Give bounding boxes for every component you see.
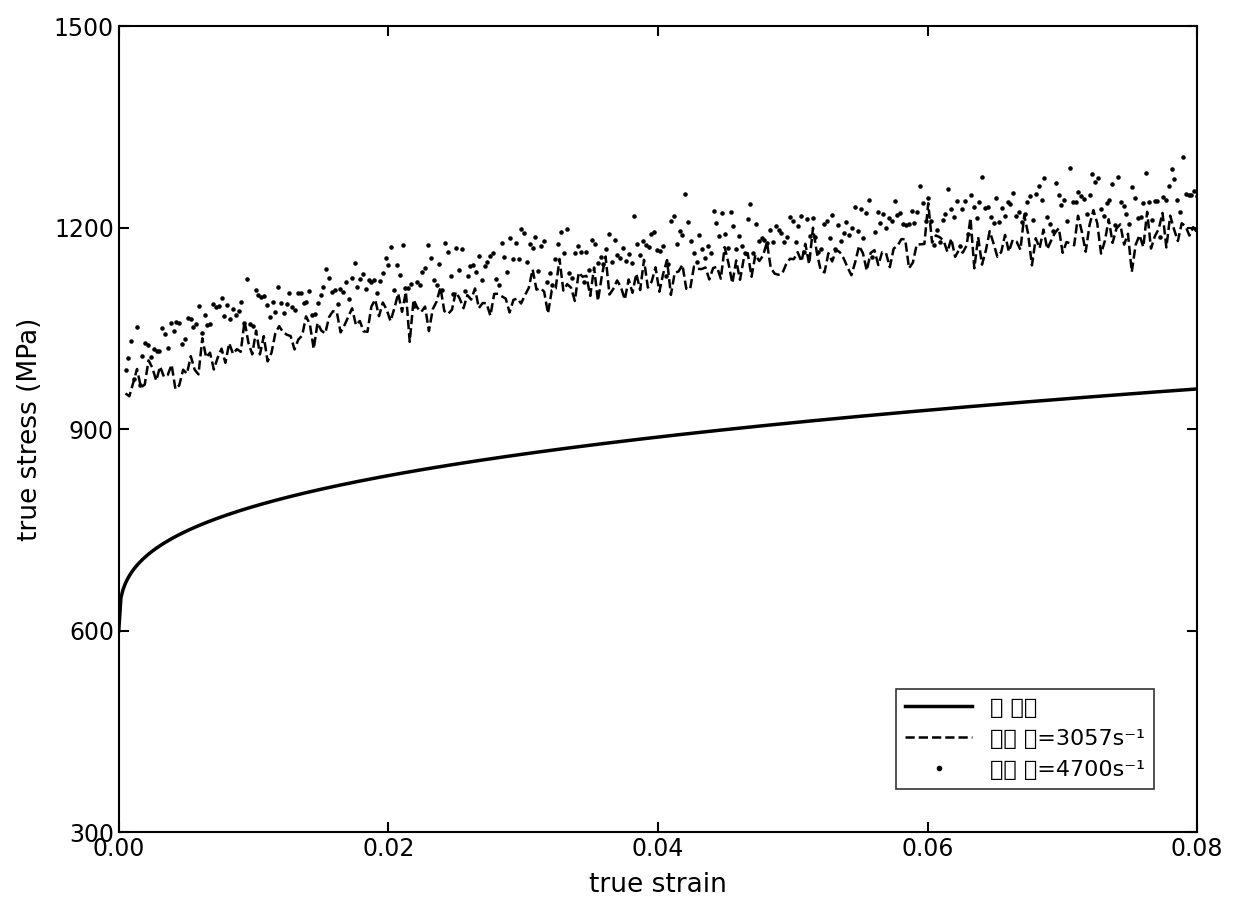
应变 率=3057s [782, 253, 797, 264]
应变 率=4700s [1176, 152, 1190, 163]
应变 率=4700s [599, 243, 614, 254]
应变 率=3057s [122, 391, 136, 402]
准 静态 [1189, 383, 1204, 394]
准 静态 [996, 398, 1011, 409]
应变 率=4700s [941, 184, 956, 195]
应变 率=3057s [636, 254, 651, 265]
应变 率=4700s [314, 290, 329, 301]
应变 率=3057s [118, 388, 133, 399]
应变 率=4700s [1189, 190, 1204, 201]
应变 率=4700s [133, 379, 148, 390]
准 静态 [624, 435, 639, 446]
准 静态 [1163, 385, 1178, 396]
Legend: 准 静态, 应变 率=3057s⁻¹, 应变 率=4700s⁻¹: 准 静态, 应变 率=3057s⁻¹, 应变 率=4700s⁻¹ [897, 689, 1153, 789]
应变 率=3057s [286, 344, 301, 355]
应变 率=3057s [921, 198, 936, 209]
准 静态 [694, 426, 709, 437]
应变 率=4700s [758, 234, 773, 245]
应变 率=3057s [1189, 227, 1204, 238]
应变 率=3057s [733, 274, 748, 285]
准 静态 [112, 625, 126, 636]
应变 率=3057s [1009, 236, 1024, 247]
Y-axis label: true stress (MPa): true stress (MPa) [16, 318, 42, 541]
Line: 应变 率=3057s: 应变 率=3057s [125, 203, 1197, 396]
应变 率=4700s [712, 231, 727, 242]
准 静态 [753, 421, 768, 432]
应变 率=4700s [915, 198, 930, 209]
Line: 应变 率=4700s: 应变 率=4700s [123, 154, 1200, 388]
应变 率=4700s [118, 365, 133, 376]
Line: 准 静态: 准 静态 [119, 389, 1197, 630]
准 静态 [630, 434, 645, 445]
X-axis label: true strain: true strain [589, 872, 727, 899]
应变 率=3057s [1017, 210, 1032, 221]
